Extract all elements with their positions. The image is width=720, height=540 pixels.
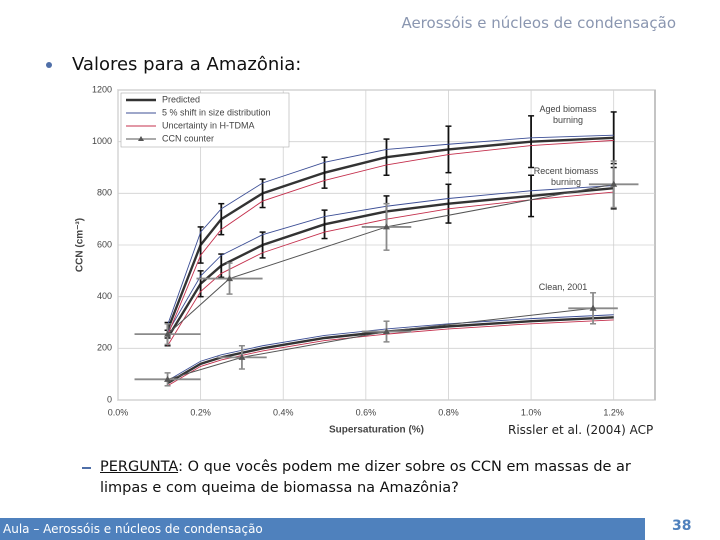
annotation: Aged biomass burning: [539, 104, 597, 125]
bullet-text: Valores para a Amazônia:: [72, 54, 302, 75]
x-tick-label: 0.8%: [438, 407, 459, 417]
y-tick-label: 400: [97, 291, 112, 301]
annotation-line: Clean, 2001: [539, 282, 588, 292]
question-text: : O que vocês podem me dizer sobre os CC…: [100, 459, 631, 496]
x-tick-label: 0.4%: [273, 407, 294, 417]
legend-marker: [138, 136, 144, 141]
citation: Rissler et al. (2004) ACP: [508, 423, 654, 437]
y-tick-label: 200: [97, 343, 112, 353]
y-axis-title: CCN (cm⁻³): [75, 218, 86, 272]
footer-bar: Aula – Aerossóis e núcleos de condensaçã…: [0, 518, 645, 540]
y-tick-label: 1200: [92, 84, 112, 94]
series-line: [167, 307, 594, 380]
series-line: [167, 185, 614, 334]
legend-label: Uncertainty in H-TDMA: [162, 120, 255, 130]
legend-box: [120, 92, 290, 148]
series-line: [167, 191, 614, 346]
annotation-line: Recent biomass: [534, 166, 599, 176]
x-tick-label: 0.2%: [190, 407, 211, 417]
y-tick-label: 1000: [92, 136, 112, 146]
legend-label: 5 % shift in size distribution: [162, 107, 271, 117]
question-label: PERGUNTA: [100, 459, 179, 475]
footer-text: Aula – Aerossóis e núcleos de condensaçã…: [3, 522, 263, 536]
series-line: [167, 319, 614, 387]
point-marker: [610, 180, 618, 187]
series-line: [167, 314, 614, 382]
x-tick-label: 0.6%: [356, 407, 377, 417]
x-tick-label: 1.2%: [603, 407, 624, 417]
annotation: Clean, 2001: [539, 282, 588, 292]
x-tick-label: 1.0%: [521, 407, 542, 417]
annotation-line: burning: [553, 115, 583, 125]
question: PERGUNTA: O que vocês podem me dizer sob…: [100, 457, 675, 499]
y-tick-label: 800: [97, 188, 112, 198]
annotation-line: burning: [551, 177, 581, 187]
point-marker: [164, 375, 172, 382]
page-number: 38: [672, 518, 692, 534]
chart: 0 200 400 600 800 1000 1200 0.0% 0.2% 0.4% 0.6% 0.8…: [75, 84, 656, 436]
series-line: [166, 316, 614, 385]
annotation-line: Aged biomass: [539, 104, 597, 114]
legend-label: Predicted: [162, 94, 200, 104]
x-axis-title: Supersaturation (%): [329, 425, 424, 436]
point-marker: [589, 304, 597, 311]
dash-marker: [82, 467, 91, 469]
point-marker: [164, 330, 172, 337]
x-tick-label: 0.0%: [108, 407, 129, 417]
y-tick-label: 600: [97, 239, 112, 249]
slide-header: Aerossóis e núcleos de condensação: [401, 14, 676, 32]
point-marker: [238, 353, 246, 360]
series-line: [167, 183, 614, 335]
annotation: Recent biomass burning: [534, 166, 599, 187]
series-line: [167, 139, 614, 336]
series-line: [167, 134, 614, 326]
point-marker: [383, 223, 390, 230]
point-marker: [383, 328, 390, 335]
y-tick-label: 0: [107, 394, 112, 404]
bullet-marker: [46, 62, 52, 68]
point-marker: [226, 275, 234, 282]
legend-label: CCN counter: [162, 133, 214, 143]
